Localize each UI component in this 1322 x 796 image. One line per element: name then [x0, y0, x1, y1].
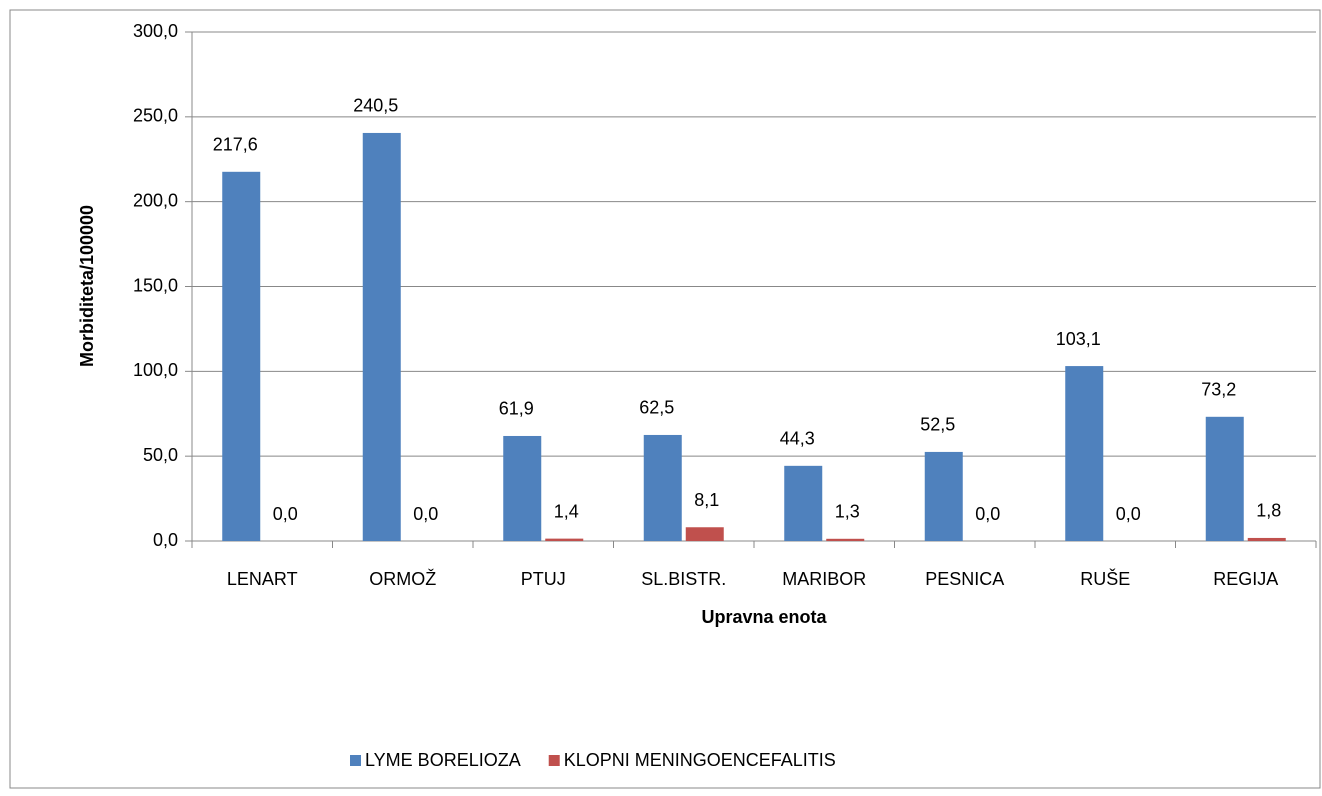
y-tick-label: 100,0: [133, 360, 178, 380]
value-label: 52,5: [920, 415, 955, 435]
bar: [362, 132, 401, 541]
x-tick-label: PTUJ: [521, 569, 566, 589]
value-label: 1,8: [1256, 501, 1281, 521]
x-tick-label: SL.BISTR.: [641, 569, 726, 589]
bar: [545, 538, 584, 541]
value-label: 1,4: [554, 501, 579, 521]
value-label: 0,0: [413, 504, 438, 524]
y-tick-label: 50,0: [143, 445, 178, 465]
x-tick-label: MARIBOR: [782, 569, 866, 589]
bar: [685, 527, 724, 541]
x-tick-label: REGIJA: [1213, 569, 1278, 589]
value-label: 1,3: [835, 502, 860, 522]
y-tick-label: 150,0: [133, 275, 178, 295]
bar: [924, 451, 963, 541]
legend-swatch: [548, 755, 560, 766]
x-tick-label: ORMOŽ: [369, 569, 436, 589]
bar: [1065, 366, 1104, 541]
bar: [643, 434, 682, 541]
bar: [222, 171, 261, 541]
value-label: 0,0: [1116, 504, 1141, 524]
y-axis-title: Morbiditeta/100000: [77, 205, 97, 367]
y-tick-label: 200,0: [133, 190, 178, 210]
legend-label: LYME BORELIOZA: [365, 750, 521, 770]
y-tick-label: 300,0: [133, 21, 178, 41]
x-axis-title: Upravna enota: [701, 607, 827, 627]
x-tick-label: LENART: [227, 569, 298, 589]
value-label: 217,6: [213, 135, 258, 155]
value-label: 103,1: [1056, 329, 1101, 349]
value-label: 0,0: [975, 504, 1000, 524]
x-tick-label: PESNICA: [925, 569, 1004, 589]
bar: [503, 435, 542, 541]
value-label: 73,2: [1201, 380, 1236, 400]
bar: [826, 538, 865, 541]
value-label: 0,0: [273, 504, 298, 524]
y-tick-label: 0,0: [153, 530, 178, 550]
value-label: 44,3: [780, 429, 815, 449]
bar: [1247, 537, 1286, 541]
legend-label: KLOPNI MENINGOENCEFALITIS: [564, 750, 836, 770]
bar: [784, 465, 823, 541]
value-label: 61,9: [499, 399, 534, 419]
x-tick-label: RUŠE: [1080, 568, 1130, 589]
value-label: 62,5: [639, 398, 674, 418]
value-label: 8,1: [694, 490, 719, 510]
legend-swatch: [350, 755, 361, 766]
value-label: 240,5: [353, 96, 398, 116]
y-tick-label: 250,0: [133, 106, 178, 126]
bar: [1205, 416, 1244, 541]
